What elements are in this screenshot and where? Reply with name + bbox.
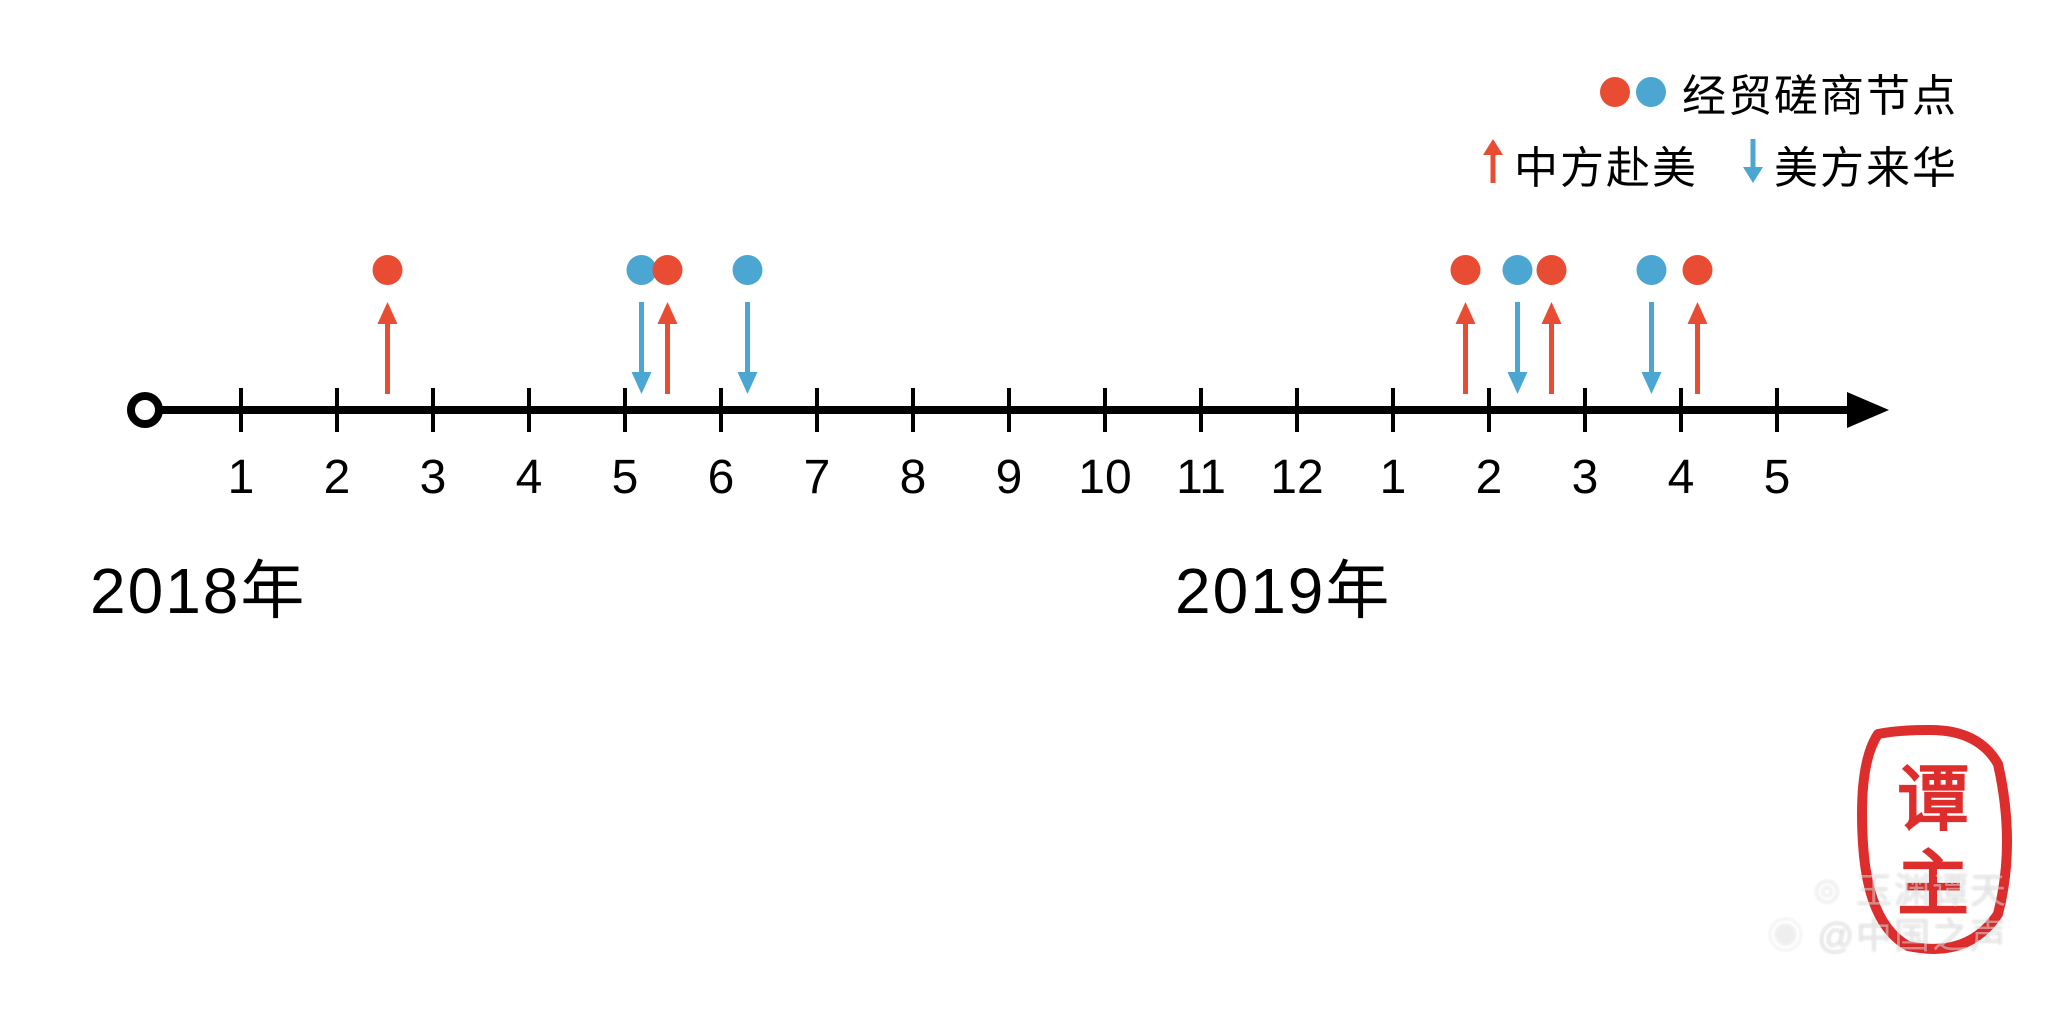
timeline-event (1465, 410, 1466, 411)
event-dot-red (1450, 255, 1480, 285)
axis-start-circle (127, 392, 163, 428)
axis-tick (1391, 388, 1395, 432)
axis-tick-label: 5 (612, 450, 639, 505)
axis-tick (1487, 388, 1491, 432)
legend-row-nodes: 经贸磋商节点 (1478, 60, 1958, 124)
event-dot-blue (732, 255, 762, 285)
axis-tick (527, 388, 531, 432)
axis-tick (431, 388, 435, 432)
event-arrow-down-icon (1637, 302, 1665, 400)
wechat-icon: ⊚ (1812, 870, 1856, 911)
legend-row-arrows: 中方赴美 美方来华 (1478, 132, 1958, 196)
axis-tick-label: 3 (1572, 450, 1599, 505)
axis-tick (911, 388, 915, 432)
axis-tick-label: 4 (516, 450, 543, 505)
axis-tick (1583, 388, 1587, 432)
timeline-event (1551, 410, 1552, 411)
event-arrow-up-icon (1683, 302, 1711, 400)
axis-tick (719, 388, 723, 432)
legend-arrow-up-icon (1478, 139, 1508, 189)
event-dot-blue (1636, 255, 1666, 285)
legend-dot-blue (1636, 77, 1666, 107)
event-dot-red (372, 255, 402, 285)
axis-tick-label: 3 (420, 450, 447, 505)
legend: 经贸磋商节点 中方赴美 美方来华 (1478, 60, 1958, 204)
weibo-icon: ◉ (1767, 915, 1817, 956)
event-dot-blue (1502, 255, 1532, 285)
axis-tick-label: 10 (1078, 450, 1131, 505)
event-arrow-down-icon (627, 302, 655, 400)
legend-label-us-to-china: 美方来华 (1774, 132, 1958, 196)
axis-tick (1775, 388, 1779, 432)
event-arrow-down-icon (1503, 302, 1531, 400)
axis-tick (1007, 388, 1011, 432)
axis-tick (815, 388, 819, 432)
axis-year-label: 2019年 (1175, 540, 1391, 632)
event-arrow-up-icon (373, 302, 401, 400)
timeline-event (1517, 410, 1518, 411)
axis-tick-label: 1 (1380, 450, 1407, 505)
axis-year-label: 2018年 (90, 540, 306, 632)
watermark-line2: ◉ @中国之声 (1767, 907, 2008, 959)
timeline-event (667, 410, 668, 411)
axis-tick-label: 2 (324, 450, 351, 505)
axis-tick-label: 4 (1668, 450, 1695, 505)
event-arrow-up-icon (1537, 302, 1565, 400)
event-dot-red (1536, 255, 1566, 285)
axis-line (145, 406, 1847, 414)
event-arrow-up-icon (1451, 302, 1479, 400)
legend-dot-red (1600, 77, 1630, 107)
axis-tick-label: 11 (1176, 450, 1226, 505)
axis-tick-label: 6 (708, 450, 735, 505)
axis-tick-label: 12 (1270, 450, 1323, 505)
axis-arrowhead-icon (1847, 392, 1889, 428)
legend-arrow-down-icon (1738, 139, 1768, 189)
axis-tick-label: 1 (228, 450, 255, 505)
event-dot-red (1682, 255, 1712, 285)
axis-tick-label: 7 (804, 450, 831, 505)
legend-label-nodes: 经贸磋商节点 (1682, 60, 1958, 124)
event-arrow-up-icon (653, 302, 681, 400)
timeline-event (387, 410, 388, 411)
axis-tick (335, 388, 339, 432)
axis-tick (239, 388, 243, 432)
axis-tick (1199, 388, 1203, 432)
timeline-event (747, 410, 748, 411)
timeline-event (641, 410, 642, 411)
event-dot-red (652, 255, 682, 285)
event-arrow-down-icon (733, 302, 761, 400)
legend-label-china-to-us: 中方赴美 (1514, 132, 1698, 196)
axis-tick (1295, 388, 1299, 432)
seal-char-1: 谭 (1897, 760, 1969, 840)
axis-tick-label: 2 (1476, 450, 1503, 505)
timeline-event (1697, 410, 1698, 411)
axis-tick-label: 8 (900, 450, 927, 505)
axis-tick-label: 5 (1764, 450, 1791, 505)
timeline-chart: 经贸磋商节点 中方赴美 美方来华 12345678910111212345201… (0, 0, 2048, 1014)
axis-tick-label: 9 (996, 450, 1023, 505)
axis-tick (1103, 388, 1107, 432)
timeline-event (1651, 410, 1652, 411)
